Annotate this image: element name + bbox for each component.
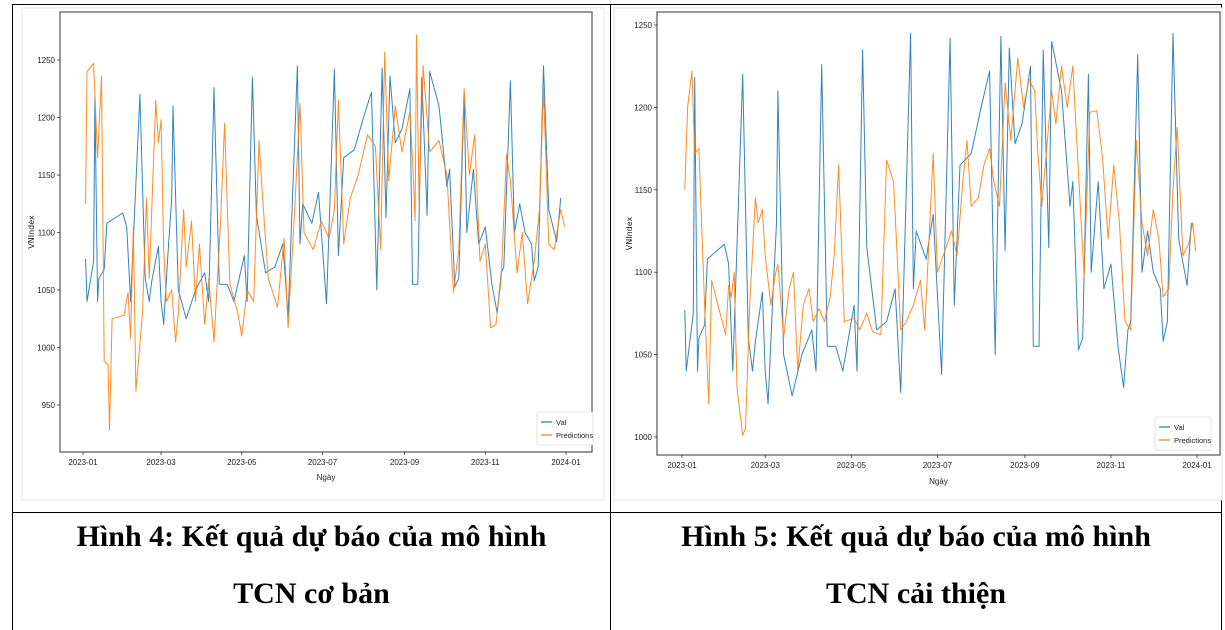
- x-tick-label: 2023-09: [1010, 461, 1040, 470]
- x-tick-label: 2023-07: [923, 461, 953, 470]
- y-tick-label: 1200: [634, 103, 652, 112]
- y-axis-label: VNIndex: [625, 216, 634, 250]
- series-line-val: [684, 32, 1192, 405]
- series-line-val: [85, 65, 562, 325]
- x-tick-label: 2024-01: [551, 458, 581, 467]
- chart-tcn-improved: 1000 1050 1100 1150 1200 1250 2023-01 2023-03 20…: [613, 7, 1223, 501]
- figure-5-caption: Hình 5: Kết quả dự báo của mô hình TCN c…: [611, 508, 1221, 622]
- y-tick-label: 1250: [634, 21, 652, 30]
- x-tick-label: 2023-01: [68, 458, 98, 467]
- y-tick-label: 1000: [634, 433, 652, 442]
- y-tick-label: 1100: [38, 229, 56, 238]
- y-tick-label: 1050: [634, 351, 652, 360]
- y-tick-label: 1100: [635, 268, 653, 277]
- caption-line-1: Hình 4: Kết quả dự báo của mô hình: [76, 520, 547, 553]
- x-tick-label: 2023-11: [1097, 461, 1126, 470]
- legend-label-predictions: Predictions: [556, 431, 593, 440]
- x-tick-label: 2023-03: [751, 461, 781, 470]
- x-tick-label: 2023-07: [308, 458, 338, 467]
- y-tick-label: 1250: [37, 56, 55, 65]
- legend: Val Predictions: [536, 411, 594, 446]
- y-tick-label: 1000: [37, 344, 55, 353]
- legend-label-predictions: Predictions: [1174, 436, 1211, 445]
- y-tick-label: 1150: [635, 186, 653, 195]
- legend-box: [536, 411, 594, 446]
- y-tick-label: 1050: [37, 286, 55, 295]
- chart-tcn-basic: 950 1000 1050 1100 1150 1200 1250 2023-01 2023-0…: [21, 7, 605, 501]
- legend-label-val: Val: [556, 418, 567, 427]
- table-row-divider: [12, 512, 1222, 513]
- table-column-divider: [610, 4, 611, 630]
- caption-line-2: TCN cải thiện: [826, 577, 1006, 610]
- x-tick-label: 2024-01: [1182, 461, 1212, 470]
- y-axis-label: VNIndex: [27, 215, 36, 249]
- series-line-predictions: [85, 34, 566, 431]
- plot-area-frame: [656, 11, 1221, 456]
- legend-label-val: Val: [1174, 423, 1185, 432]
- x-tick-label: 2023-01: [667, 461, 697, 470]
- legend-box: [1154, 416, 1212, 451]
- y-tick-label: 1200: [37, 114, 55, 123]
- y-tick-label: 950: [42, 401, 56, 410]
- x-tick-label: 2023-09: [390, 458, 420, 467]
- x-tick-label: 2023-05: [227, 458, 257, 467]
- y-tick-label: 1150: [38, 171, 56, 180]
- x-axis-label: Ngày: [929, 477, 948, 486]
- legend: Val Predictions: [1154, 416, 1212, 451]
- x-axis-label: Ngày: [317, 473, 336, 482]
- caption-line-1: Hình 5: Kết quả dự báo của mô hình: [681, 520, 1151, 553]
- table-left-border: [12, 4, 13, 630]
- x-tick-label: 2023-11: [471, 458, 500, 467]
- figure-4-caption: Hình 4: Kết quả dự báo của mô hình TCN c…: [13, 508, 610, 622]
- table-top-border: [12, 4, 1222, 5]
- x-tick-label: 2023-03: [146, 458, 176, 467]
- series-line-predictions: [684, 57, 1197, 436]
- caption-line-2: TCN cơ bản: [233, 577, 390, 610]
- x-tick-label: 2023-05: [837, 461, 867, 470]
